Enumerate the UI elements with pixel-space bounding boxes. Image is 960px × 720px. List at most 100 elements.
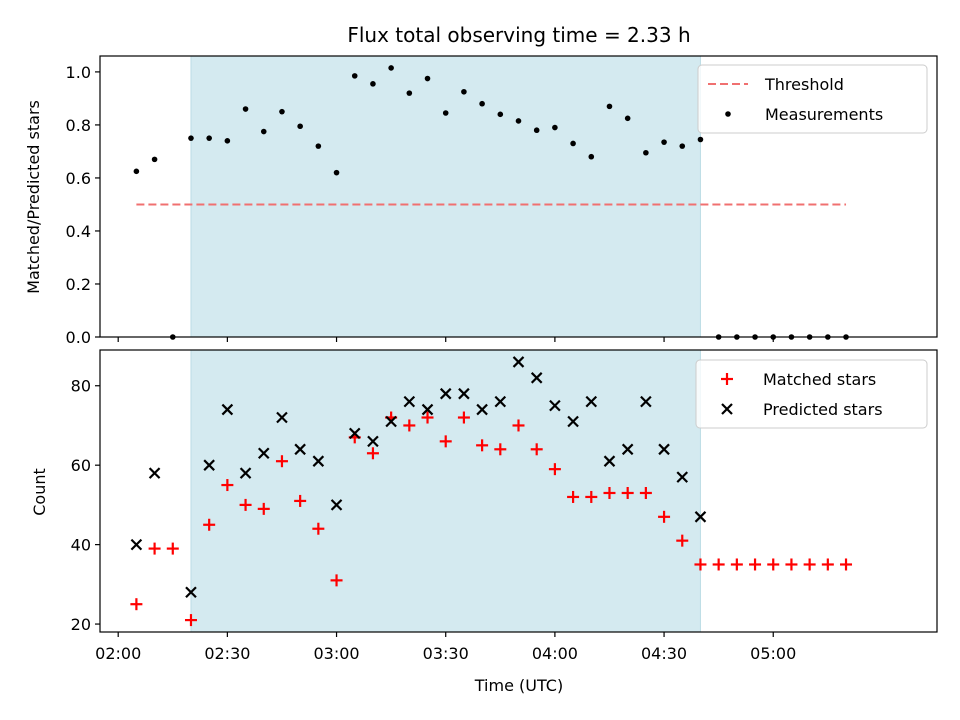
measurement-point xyxy=(315,143,322,149)
predicted-point xyxy=(367,435,379,448)
x-tick-label: 03:00 xyxy=(313,644,359,663)
matched-point xyxy=(803,558,816,571)
y-tick-label: 0.6 xyxy=(66,169,91,188)
matched-point xyxy=(676,534,689,547)
matched-point xyxy=(294,494,307,507)
bottom-data-layer xyxy=(130,356,853,627)
x-tick-label: 02:30 xyxy=(204,644,250,663)
matched-point xyxy=(148,542,161,555)
measurement-point xyxy=(533,127,540,134)
bottom-legend-box xyxy=(695,359,928,429)
bottom-x-axis-label: Time (UTC) xyxy=(474,676,563,695)
predicted-point xyxy=(694,511,707,523)
matched-point xyxy=(166,542,179,555)
matched-point xyxy=(476,439,489,452)
measurement-point xyxy=(406,90,413,96)
matched-point xyxy=(257,502,270,515)
predicted-point xyxy=(585,395,598,408)
measurement-point xyxy=(679,143,686,149)
bottom-axes-frame xyxy=(99,349,938,633)
measurement-point xyxy=(370,81,376,87)
measurement-point xyxy=(279,108,285,115)
measurements-legend-swatch xyxy=(725,111,731,117)
top-panel: Flux total observing time = 2.33 h 0.00.… xyxy=(24,23,938,347)
predicted-point xyxy=(621,443,634,456)
matched-point xyxy=(730,558,743,571)
matched-point xyxy=(366,447,379,460)
measurement-point xyxy=(351,73,358,79)
predicted-point xyxy=(239,467,252,479)
matched-point xyxy=(548,463,561,476)
matched-point xyxy=(457,411,470,424)
measurement-point xyxy=(133,168,140,175)
predicted-point xyxy=(640,395,652,408)
predicted-point xyxy=(294,443,306,456)
observing-span xyxy=(190,56,701,337)
predicted-point xyxy=(185,586,197,599)
predicted-point xyxy=(676,471,689,483)
matched-point xyxy=(694,558,707,571)
predicted-point xyxy=(221,403,234,416)
matched-point xyxy=(603,486,616,499)
matched-point xyxy=(767,558,780,571)
measurement-point xyxy=(206,135,212,141)
predicted-point xyxy=(530,372,543,384)
y-tick-label: 0.2 xyxy=(66,275,91,294)
x-tick-label: 04:00 xyxy=(532,644,578,663)
measurement-point xyxy=(570,140,576,147)
predicted-point xyxy=(567,415,579,428)
matched-point xyxy=(658,510,671,523)
matched-point xyxy=(221,479,234,492)
top-legend-box xyxy=(697,64,928,134)
predicted-point xyxy=(330,499,343,511)
predicted-point xyxy=(148,467,161,479)
measurement-point xyxy=(333,169,340,176)
bottom-highlight-layer xyxy=(190,350,701,632)
measurement-point xyxy=(588,153,595,160)
predicted-legend-label: Predicted stars xyxy=(763,400,883,419)
measurement-point xyxy=(461,88,467,95)
predicted-point xyxy=(385,415,397,428)
matched-point xyxy=(494,443,507,456)
matched-point xyxy=(421,411,434,424)
measurement-point xyxy=(297,123,303,130)
matched-point xyxy=(585,490,598,503)
measurement-point xyxy=(242,106,249,112)
top-data-layer xyxy=(133,65,849,340)
matched-point xyxy=(567,490,580,503)
measurement-point xyxy=(224,138,231,144)
measurement-point xyxy=(661,139,667,145)
bottom-y-axis: 20 40 60 80 xyxy=(71,377,100,634)
matched-point xyxy=(312,522,325,535)
matched-point xyxy=(512,419,525,432)
measurement-point xyxy=(424,75,431,82)
matched-legend-swatch xyxy=(721,373,733,385)
matched-point xyxy=(184,614,197,627)
measurement-point xyxy=(697,136,704,143)
y-tick-label: 0.8 xyxy=(66,116,91,135)
y-tick-label: 80 xyxy=(71,377,91,396)
predicted-point xyxy=(476,403,488,416)
matched-point xyxy=(130,598,143,611)
predicted-point xyxy=(403,395,416,408)
y-tick-label: 1.0 xyxy=(66,63,91,82)
measurement-point xyxy=(515,118,522,124)
measurement-point xyxy=(606,103,613,110)
top-y-axis: 0.0 0.2 0.4 0.6 0.8 1.0 xyxy=(66,63,100,347)
x-tick-label: 04:30 xyxy=(641,644,687,663)
predicted-point xyxy=(203,459,215,471)
matched-point xyxy=(749,558,762,571)
matched-point xyxy=(712,558,725,571)
threshold-legend-label: Threshold xyxy=(764,75,844,94)
observing-span xyxy=(190,350,701,632)
predicted-point xyxy=(421,403,434,416)
predicted-point xyxy=(658,443,670,456)
measurement-point xyxy=(479,100,485,107)
y-tick-label: 40 xyxy=(71,536,91,555)
predicted-legend-swatch xyxy=(721,403,733,415)
measurement-point xyxy=(643,149,649,156)
matched-point xyxy=(821,558,834,571)
bottom-x-axis: 02:00 02:30 03:00 03:30 04:00 04:30 05:00 xyxy=(95,632,796,663)
